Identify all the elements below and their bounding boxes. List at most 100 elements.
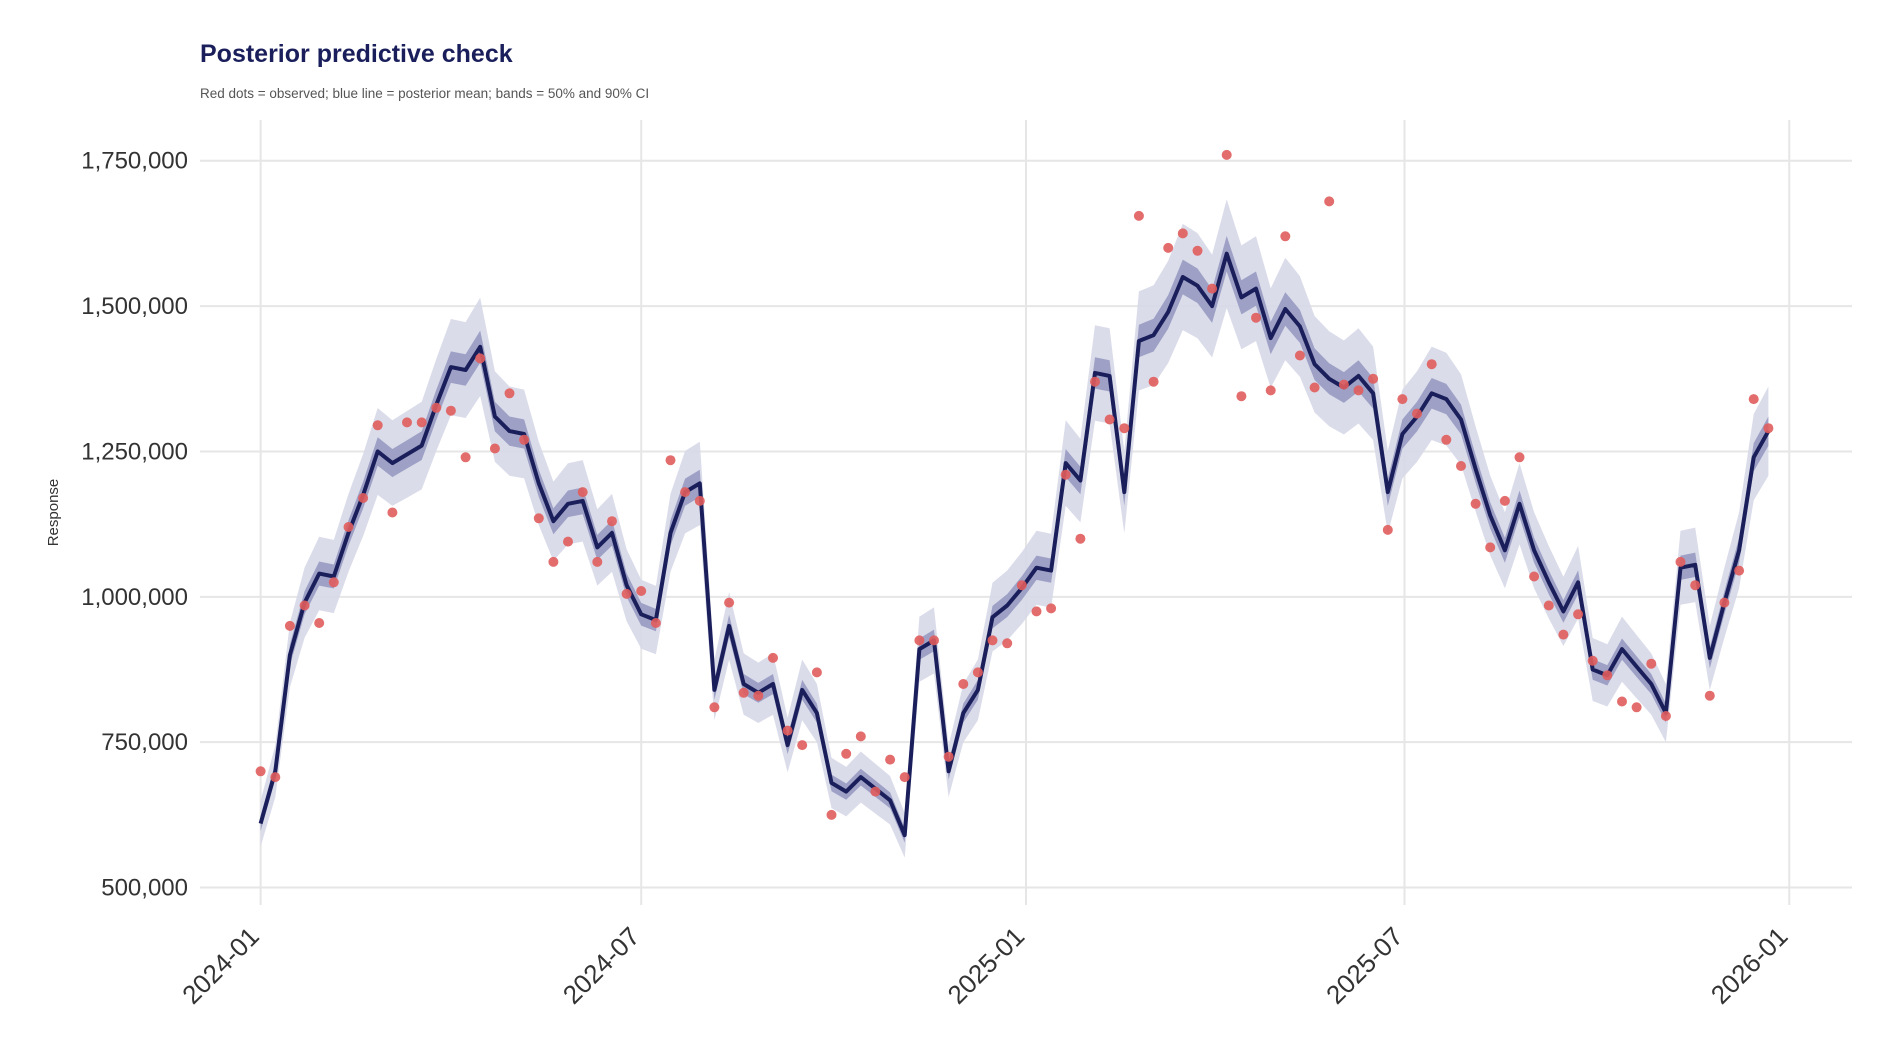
observed-point: [563, 536, 573, 547]
x-tick-label: 2025-07: [1320, 921, 1409, 1010]
observed-point: [431, 402, 442, 413]
observed-point: [709, 702, 720, 713]
observed-point: [1529, 571, 1540, 582]
y-axis-label: Response: [45, 479, 62, 547]
observed-point: [1485, 542, 1496, 553]
observed-point: [1119, 423, 1130, 434]
observed-point: [416, 417, 427, 428]
observed-point: [987, 635, 998, 646]
y-tick-label: 1,000,000: [81, 584, 188, 611]
observed-point: [1280, 231, 1291, 242]
observed-point: [1148, 376, 1159, 387]
y-tick-label: 1,500,000: [81, 293, 188, 320]
observed-point: [1016, 580, 1027, 591]
observed-point: [1719, 597, 1730, 608]
observed-point: [694, 495, 705, 506]
observed-point: [1324, 196, 1335, 207]
observed-point: [1514, 452, 1525, 463]
observed-point: [1133, 210, 1144, 221]
observed-point: [1090, 376, 1100, 387]
observed-point: [1631, 702, 1642, 713]
observed-point: [826, 809, 837, 820]
observed-point: [1207, 283, 1218, 294]
observed-point: [270, 772, 281, 783]
observed-point: [1646, 658, 1657, 669]
observed-point: [1748, 394, 1759, 405]
observed-point: [1177, 228, 1188, 239]
observed-point: [577, 487, 588, 498]
observed-point: [1441, 434, 1452, 445]
observed-point: [489, 443, 500, 454]
observed-point: [914, 635, 925, 646]
observed-point: [504, 388, 515, 399]
observed-point: [650, 618, 661, 628]
observed-point: [1192, 245, 1203, 256]
observed-point: [797, 740, 808, 751]
observed-point: [958, 679, 969, 689]
observed-point: [1543, 600, 1554, 611]
observed-point: [753, 690, 764, 701]
x-tick-label: 2024-07: [557, 921, 646, 1010]
observed-point: [972, 667, 983, 678]
observed-point: [855, 731, 866, 742]
observed-point: [1499, 495, 1510, 506]
observed-point: [1617, 696, 1627, 707]
observed-point: [1690, 580, 1701, 591]
x-tick-label: 2024-01: [176, 921, 265, 1010]
observed-point: [1163, 242, 1174, 253]
observed-point: [1675, 556, 1686, 567]
y-tick-label: 500,000: [101, 875, 188, 902]
observed-point: [328, 577, 339, 588]
observed-point: [1294, 350, 1305, 361]
observed-point: [343, 522, 354, 532]
observed-point: [607, 516, 617, 527]
x-tick-label: 2025-01: [942, 921, 1031, 1010]
observed-point: [1602, 670, 1613, 681]
observed-point: [1456, 461, 1466, 471]
observed-point: [592, 556, 603, 567]
observed-point: [1265, 385, 1276, 396]
chart-title: Posterior predictive check: [200, 40, 513, 68]
observed-point: [387, 507, 398, 518]
observed-point: [255, 766, 266, 777]
observed-point: [870, 786, 881, 797]
observed-point: [636, 586, 647, 596]
observed-point: [1558, 629, 1569, 640]
observed-point: [943, 751, 954, 762]
observed-point: [548, 556, 559, 567]
observed-point: [1309, 382, 1320, 393]
observed-point: [929, 635, 939, 646]
observed-point: [811, 667, 822, 678]
y-tick-label: 1,250,000: [81, 438, 188, 465]
observed-point: [841, 748, 852, 759]
observed-point: [1353, 385, 1364, 396]
observed-point: [1075, 533, 1086, 544]
observed-point: [768, 652, 778, 663]
observed-point: [621, 588, 632, 599]
observed-point: [1338, 379, 1349, 390]
observed-point: [460, 452, 471, 463]
observed-point: [519, 434, 530, 445]
observed-point: [299, 600, 310, 611]
observed-point: [475, 353, 486, 364]
observed-point: [665, 455, 676, 466]
observed-point: [1587, 655, 1598, 666]
observed-point: [402, 417, 412, 428]
observed-point: [782, 725, 793, 736]
chart-subtitle: Red dots = observed; blue line = posteri…: [200, 86, 650, 101]
observed-point: [1426, 359, 1437, 370]
observed-point: [1031, 606, 1042, 617]
observed-point: [738, 687, 749, 698]
observed-point: [1660, 711, 1671, 721]
x-tick-label: 2026-01: [1705, 921, 1794, 1010]
observed-point: [1251, 312, 1261, 323]
observed-point: [885, 754, 896, 765]
observed-point: [1104, 414, 1115, 425]
observed-point: [1060, 469, 1071, 480]
observed-point: [1046, 603, 1057, 614]
observed-point: [1470, 498, 1481, 509]
observed-point: [372, 420, 383, 431]
observed-point: [1368, 373, 1379, 384]
